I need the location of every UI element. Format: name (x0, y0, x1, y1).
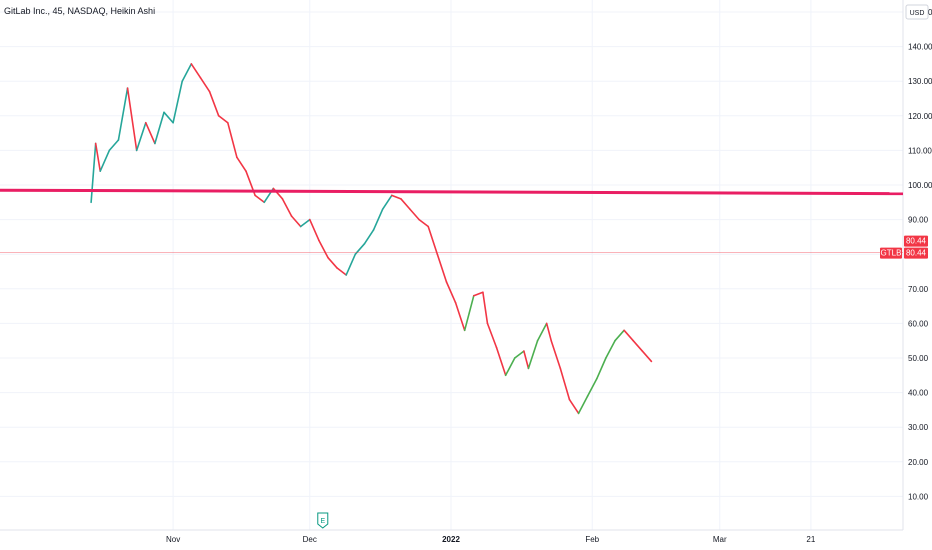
x-tick-label: 2022 (442, 535, 460, 544)
y-tick-label: 30.00 (908, 423, 929, 432)
x-tick-label: Mar (713, 535, 727, 544)
price-segment (172, 80, 184, 124)
price-segment (454, 301, 466, 332)
x-tick-label: Feb (585, 535, 599, 544)
price-segment (363, 229, 375, 245)
price-segment (254, 194, 266, 204)
price-segment (126, 87, 138, 152)
y-tick-label: 130.00 (908, 77, 932, 86)
x-axis-labels[interactable]: Nov Dec 2022 Feb Mar 21 (166, 535, 816, 544)
price-segment (381, 194, 393, 211)
price-segment (623, 329, 635, 342)
price-segment (308, 218, 320, 242)
x-tick-label: 21 (806, 535, 815, 544)
price-segment (299, 218, 311, 228)
price-segment (495, 346, 507, 377)
price-segment (436, 253, 448, 283)
price-segment (472, 291, 484, 297)
price-segment (486, 322, 498, 349)
price-segment (226, 121, 238, 159)
price-segment (135, 121, 147, 152)
price-segment (236, 156, 247, 172)
price-series[interactable] (90, 63, 653, 415)
earnings-label: E (320, 518, 325, 525)
price-label-box (904, 247, 928, 259)
price-segment (568, 398, 580, 415)
price-segment (614, 329, 625, 342)
y-tick-label: 100.00 (908, 181, 932, 190)
price-segment (605, 339, 616, 359)
price-segment (336, 267, 348, 276)
price-segment (463, 312, 471, 332)
price-segment (208, 90, 220, 117)
y-tick-label: 50.00 (908, 354, 929, 363)
earnings-marker[interactable]: E (317, 512, 329, 529)
earnings-icon[interactable] (317, 512, 329, 529)
price-segment (390, 194, 402, 200)
price-segment (559, 367, 571, 401)
price-segment (318, 239, 329, 259)
symbol-tag-box (880, 247, 902, 259)
price-segment (595, 357, 607, 380)
last-price-value: 80.44 (906, 249, 927, 258)
price-segment (154, 111, 165, 145)
price-segment (632, 339, 644, 352)
price-segment (400, 198, 411, 211)
price-segment (641, 350, 653, 363)
price-segment (445, 281, 457, 304)
price-segment (468, 294, 475, 314)
price-segment (181, 63, 193, 82)
last-price-labels: 80.44 80.44 GTLB (880, 235, 928, 259)
chart-title: GitLab Inc., 45, NASDAQ, Heikin Ashi (4, 6, 155, 16)
x-tick-label: Dec (303, 535, 317, 544)
price-segment (163, 111, 174, 124)
price-segment (94, 142, 102, 172)
price-segment (108, 139, 120, 152)
y-tick-label: 140.00 (908, 43, 932, 52)
price-segment (577, 395, 589, 415)
y-tick-label: 20.00 (908, 458, 929, 467)
price-segment (427, 225, 439, 255)
price-segment (281, 198, 293, 217)
price-segment (99, 149, 111, 172)
last-price-value-top: 80.44 (906, 237, 927, 246)
y-tick-label: 120.00 (908, 112, 932, 121)
y-tick-label: 110.00 (908, 146, 932, 155)
price-segment (372, 208, 384, 231)
price-segment (190, 63, 202, 79)
price-segment (586, 377, 598, 397)
price-segment (290, 215, 302, 228)
currency-label: USD (910, 10, 925, 17)
price-segment (550, 339, 562, 370)
price-segment (527, 339, 539, 370)
currency-button[interactable]: USD (905, 4, 929, 20)
price-segment (513, 350, 525, 359)
price-segment (327, 256, 338, 269)
y-tick-label: 90.00 (908, 216, 929, 225)
price-segment (545, 322, 553, 342)
price-segment (418, 218, 430, 228)
horizontal-trend-line[interactable] (0, 188, 904, 196)
chart-grid (0, 0, 903, 530)
price-segment (504, 357, 516, 377)
price-segment (90, 142, 97, 204)
price-segment (482, 291, 489, 325)
price-segment (217, 115, 229, 124)
price-segment (144, 121, 156, 145)
y-tick-label: 40.00 (908, 389, 929, 398)
x-tick-label: Nov (166, 535, 180, 544)
price-segment (199, 76, 211, 93)
y-tick-label: 70.00 (908, 285, 929, 294)
price-segment (117, 87, 129, 141)
y-tick-label: 60.00 (908, 319, 929, 328)
price-segment (345, 253, 357, 276)
y-tick-label: 10.00 (908, 492, 929, 501)
price-segment (409, 208, 420, 221)
symbol-tag: GTLB (881, 249, 902, 258)
price-segment (523, 350, 530, 370)
price-segment (536, 322, 548, 342)
price-label-box (904, 235, 928, 247)
